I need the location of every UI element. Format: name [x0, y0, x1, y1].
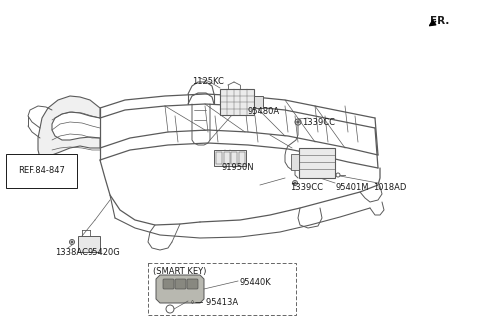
FancyBboxPatch shape	[175, 279, 186, 289]
Text: 95401M: 95401M	[335, 183, 369, 192]
FancyBboxPatch shape	[254, 96, 263, 108]
FancyBboxPatch shape	[214, 150, 246, 166]
Text: 1125KC: 1125KC	[192, 77, 224, 86]
Text: 95420G: 95420G	[88, 248, 121, 257]
Circle shape	[294, 182, 296, 184]
FancyBboxPatch shape	[78, 236, 100, 252]
Text: 1338AC: 1338AC	[55, 248, 88, 257]
Text: (SMART KEY): (SMART KEY)	[153, 267, 206, 276]
Text: 95480A: 95480A	[248, 107, 280, 116]
FancyBboxPatch shape	[291, 154, 299, 170]
FancyBboxPatch shape	[220, 89, 254, 115]
Text: REF.84-847: REF.84-847	[18, 166, 65, 175]
Text: 91950N: 91950N	[222, 163, 254, 172]
Text: 1339CC: 1339CC	[302, 118, 335, 127]
Polygon shape	[156, 275, 204, 303]
Text: FR.: FR.	[430, 16, 449, 26]
Text: 1018AD: 1018AD	[373, 183, 407, 192]
Polygon shape	[38, 96, 100, 160]
FancyBboxPatch shape	[299, 148, 335, 178]
FancyBboxPatch shape	[187, 279, 198, 289]
Bar	[148, 263, 296, 315]
Circle shape	[71, 241, 73, 243]
Circle shape	[297, 121, 299, 123]
Text: ◦— 95413A: ◦— 95413A	[190, 298, 238, 307]
Text: 1339CC: 1339CC	[290, 183, 323, 192]
FancyBboxPatch shape	[163, 279, 174, 289]
Text: 95440K: 95440K	[240, 278, 272, 287]
